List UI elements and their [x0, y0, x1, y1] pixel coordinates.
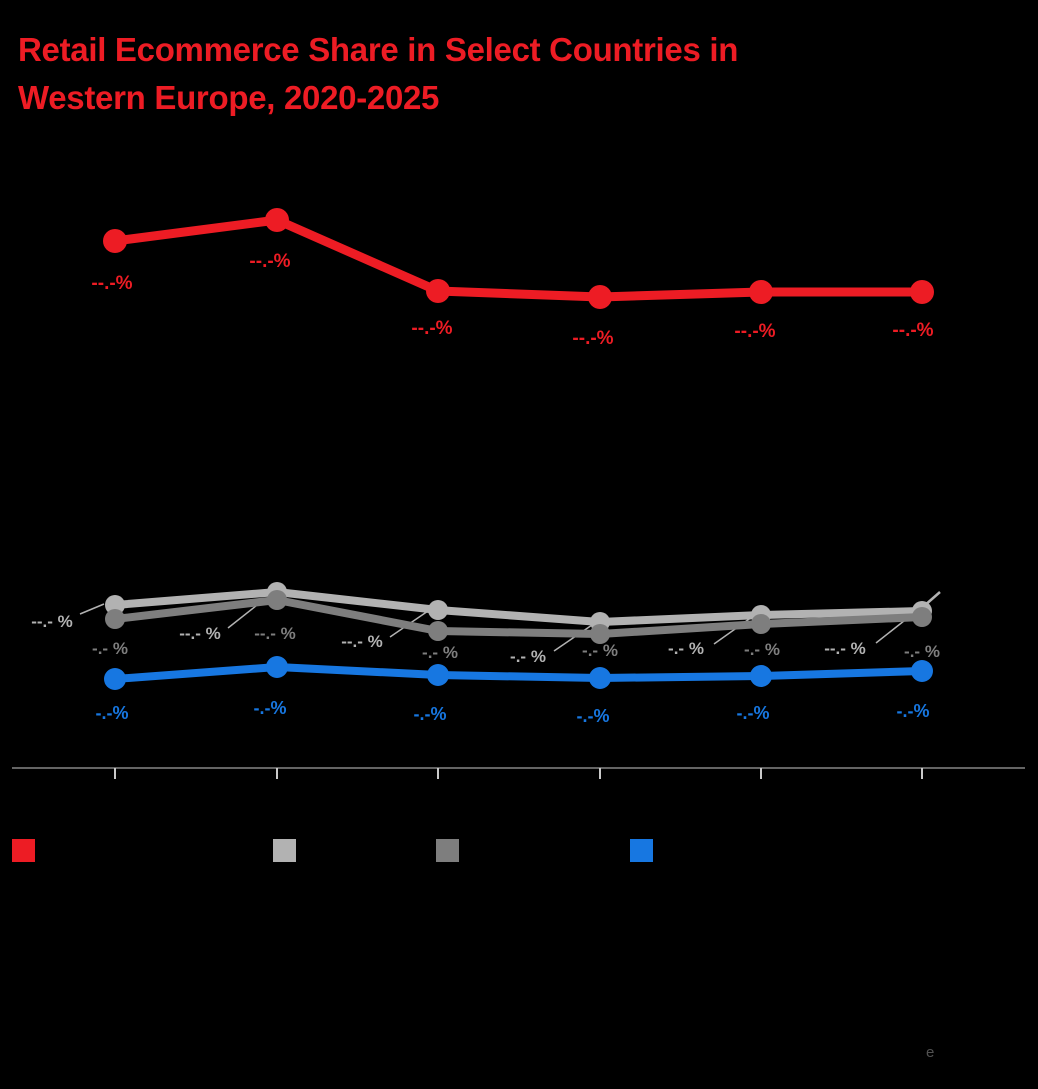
- series-light-gray-point: [105, 595, 125, 615]
- series-dark-gray-point: [428, 621, 448, 641]
- series-blue-point: [266, 656, 288, 678]
- series-red-data-label: --.-%: [411, 318, 452, 339]
- series-dark-gray-data-label: -.- %: [904, 642, 940, 661]
- series-blue-point: [589, 667, 611, 689]
- series-light-gray-data-label: --.- %: [31, 612, 73, 631]
- series-blue-data-label: -.-%: [577, 706, 610, 726]
- series-dark-gray-point: [751, 614, 771, 634]
- series-dark-gray-data-label: -.- %: [744, 640, 780, 659]
- series-red-line: [110, 215, 927, 302]
- series-blue-point: [911, 660, 933, 682]
- series-blue-data-label: -.-%: [96, 703, 129, 723]
- series-dark-gray-line: [111, 596, 926, 638]
- series-blue-data-label: -.-%: [414, 704, 447, 724]
- footnote-estimate-marker: e: [926, 1044, 935, 1061]
- chart-title: Retail Ecommerce Share in Select Countri…: [18, 26, 1008, 122]
- chart-title-line1: Retail Ecommerce Share in Select Countri…: [18, 31, 739, 68]
- series-red-point: [588, 285, 612, 309]
- chart-title-line2: Western Europe, 2020-2025: [18, 79, 440, 116]
- series-blue-data-label: -.-%: [254, 698, 287, 718]
- series-dark-gray-point: [590, 624, 610, 644]
- series-dark-gray-data-label: -.- %: [422, 643, 458, 662]
- series-blue-data-label: -.-%: [897, 701, 930, 721]
- series-dark-gray-data-label: -.- %: [92, 639, 128, 658]
- series-red-point: [749, 280, 773, 304]
- series-red-data-label: --.-%: [91, 273, 132, 294]
- series-red-point: [103, 229, 127, 253]
- series-light-gray-data-label: --.- %: [824, 639, 866, 658]
- series-dark-gray-data-label: -.- %: [582, 641, 618, 660]
- series-dark-gray-data-label: --.- %: [254, 624, 296, 643]
- series-light-gray-point: [428, 600, 448, 620]
- series-blue-data-label: -.-%: [737, 703, 770, 723]
- series-light-gray-data-label: --.- %: [179, 624, 221, 643]
- series-light-gray-data-label: -.- %: [510, 647, 546, 666]
- series-dark-gray-point: [912, 607, 932, 627]
- series-red-data-label: --.-%: [734, 321, 775, 342]
- label-leader-line: [553, 624, 593, 652]
- series-red-point: [426, 279, 450, 303]
- series-blue-line: [111, 663, 926, 683]
- series-blue-point: [750, 665, 772, 687]
- series-light-gray-line: [111, 588, 926, 626]
- series-red-point: [910, 280, 934, 304]
- series-red-data-label: --.-%: [249, 251, 290, 272]
- series-red-data-label: --.-%: [892, 320, 933, 341]
- series-light-gray-data-label: -.- %: [668, 639, 704, 658]
- series-dark-gray-point: [105, 609, 125, 629]
- label-leader-line: [79, 603, 105, 615]
- series-light-gray-data-label: --.- %: [341, 632, 383, 651]
- series-blue-point: [427, 664, 449, 686]
- series-red-point: [265, 208, 289, 232]
- series-red-data-label: --.-%: [572, 328, 613, 349]
- series-dark-gray-point: [267, 590, 287, 610]
- series-blue-point: [104, 668, 126, 690]
